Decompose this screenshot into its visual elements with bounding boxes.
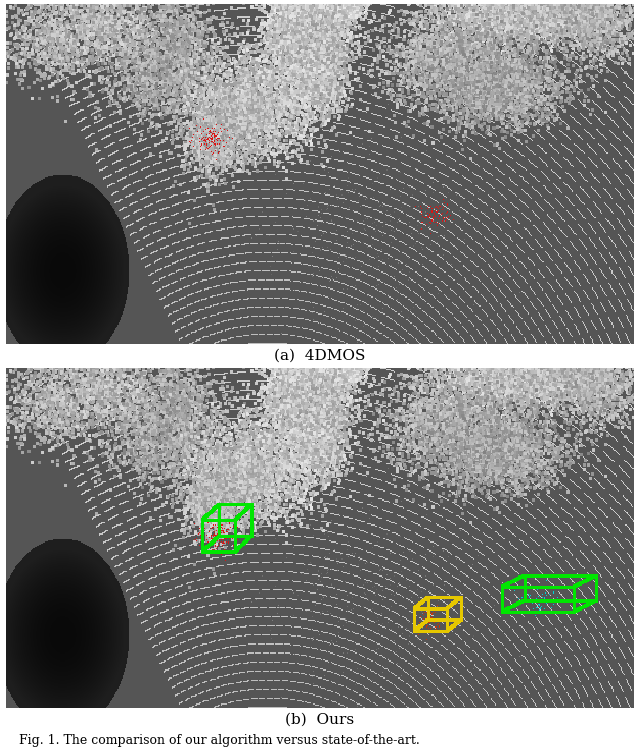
Text: (a)  4DMOS: (a) 4DMOS <box>275 349 365 363</box>
Text: (b)  Ours: (b) Ours <box>285 712 355 727</box>
Text: Fig. 1. The comparison of our algorithm versus state-of-the-art.: Fig. 1. The comparison of our algorithm … <box>19 734 420 747</box>
